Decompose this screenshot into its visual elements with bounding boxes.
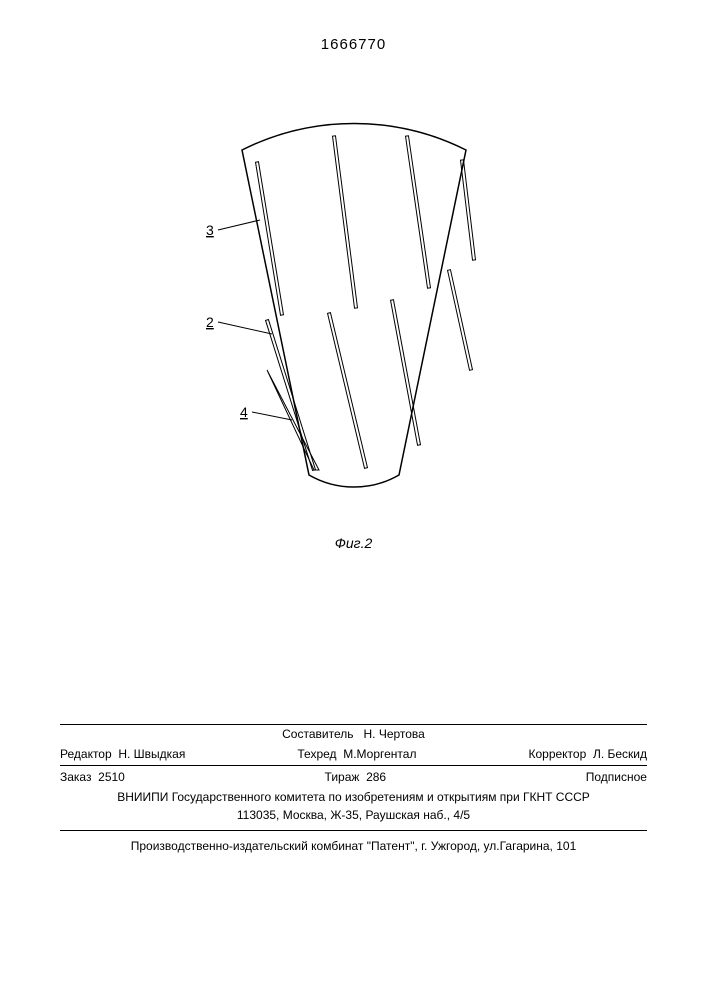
subscription-cell: Подписное	[586, 768, 647, 786]
editor-label: Редактор	[60, 747, 112, 761]
svg-text:2: 2	[206, 314, 214, 330]
divider	[60, 830, 647, 831]
production-line: Производственно-издательский комбинат "П…	[60, 837, 647, 855]
circulation-cell: Тираж 286	[325, 768, 387, 786]
techred-name: М.Моргентал	[343, 747, 416, 761]
corrector-name: Л. Бескид	[593, 747, 647, 761]
patent-number: 1666770	[0, 36, 707, 53]
publisher-line-2: 113035, Москва, Ж-35, Раушская наб., 4/5	[60, 806, 647, 824]
compiler-row: Составитель Н. Чертова	[60, 725, 647, 743]
circulation-label: Тираж	[325, 770, 360, 784]
publisher-line-1: ВНИИПИ Государственного комитета по изоб…	[60, 788, 647, 806]
corrector-cell: Корректор Л. Бескид	[528, 745, 647, 763]
footer-block: Составитель Н. Чертова Редактор Н. Швыдк…	[60, 724, 647, 855]
figure-diagram: 3 2 4	[174, 110, 534, 510]
techred-cell: Техред М.Моргентал	[297, 745, 416, 763]
order-label: Заказ	[60, 770, 91, 784]
order-row: Заказ 2510 Тираж 286 Подписное	[60, 766, 647, 788]
order-cell: Заказ 2510	[60, 768, 125, 786]
circulation-number: 286	[366, 770, 386, 784]
svg-text:3: 3	[206, 222, 214, 238]
compiler-label: Составитель	[282, 727, 353, 741]
compiler-name: Н. Чертова	[363, 727, 424, 741]
order-number: 2510	[98, 770, 125, 784]
techred-label: Техред	[297, 747, 336, 761]
credits-row: Редактор Н. Швыдкая Техред М.Моргентал К…	[60, 743, 647, 765]
corrector-label: Корректор	[528, 747, 586, 761]
editor-cell: Редактор Н. Швыдкая	[60, 745, 185, 763]
svg-text:4: 4	[240, 404, 248, 420]
editor-name: Н. Швыдкая	[118, 747, 185, 761]
figure-caption: Фиг.2	[0, 535, 707, 551]
figure-container: 3 2 4	[0, 110, 707, 510]
